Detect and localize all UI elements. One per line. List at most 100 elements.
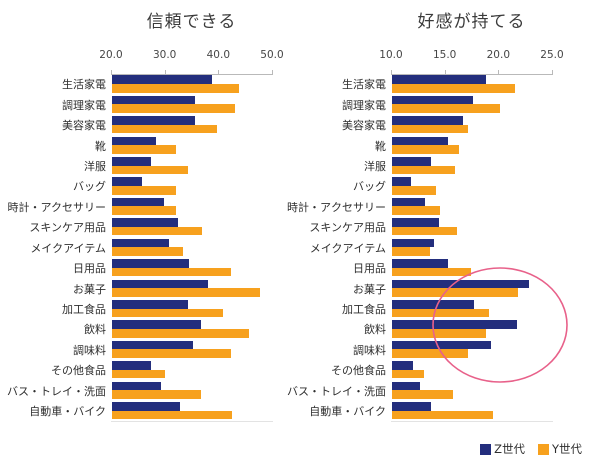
gen-z-color-swatch <box>480 443 492 455</box>
bar-gen-z <box>391 218 439 227</box>
category-label: 加工食品 <box>62 302 106 316</box>
bar-gen-y <box>111 390 201 399</box>
bar-gen-y <box>391 186 436 195</box>
category-label: 生活家電 <box>342 78 386 92</box>
bar-gen-y <box>111 124 217 134</box>
bar-gen-y <box>111 145 177 154</box>
bar-gen-z <box>111 299 188 309</box>
category-label: その他食品 <box>331 364 386 378</box>
bar-gen-z <box>391 381 421 391</box>
bar-gen-y <box>391 288 519 297</box>
bar-gen-y <box>391 145 460 154</box>
bar-gen-y <box>111 165 189 175</box>
bar-gen-y <box>391 247 431 256</box>
bar-gen-y <box>111 308 223 318</box>
category-label: バス・トレイ・洗面 <box>7 384 106 398</box>
category-label: スキンケア用品 <box>309 221 386 235</box>
category-label: バッグ <box>353 180 386 194</box>
legend-item-gen-y: Y世代 <box>537 441 582 457</box>
x-axis-tick <box>218 70 220 74</box>
category-label: 洋服 <box>84 160 106 174</box>
category-label: 美容家電 <box>342 119 386 133</box>
bar-gen-z <box>111 136 156 146</box>
x-axis-tick-label: 10.0 <box>379 49 403 61</box>
x-axis-tick-label: 25.0 <box>540 49 564 61</box>
category-label: 飲料 <box>84 323 106 337</box>
bar-gen-z <box>391 259 449 268</box>
plot-bottom-border <box>391 421 553 422</box>
bar-gen-z <box>391 361 413 370</box>
bar-gen-y <box>391 226 457 236</box>
category-label: 洋服 <box>364 160 386 174</box>
bar-gen-z <box>391 197 425 207</box>
category-label: スキンケア用品 <box>29 221 106 235</box>
category-label: 時計・アクセサリー <box>287 200 386 214</box>
bar-gen-y <box>391 328 486 338</box>
category-label: 日用品 <box>353 262 386 276</box>
category-label: 調味料 <box>73 343 106 357</box>
bar-gen-z <box>111 320 201 329</box>
bar-gen-y <box>111 226 202 236</box>
bar-gen-z <box>111 401 180 411</box>
x-axis-line <box>111 74 273 75</box>
category-label: その他食品 <box>51 364 106 378</box>
x-axis-tick-label: 30.0 <box>152 49 177 61</box>
gen-y-color-swatch <box>537 443 549 455</box>
category-label: メイクアイテム <box>309 241 386 255</box>
x-axis-tick-label: 20.0 <box>486 49 511 61</box>
category-label: 日用品 <box>73 262 106 276</box>
bar-gen-z <box>111 157 151 166</box>
bar-gen-y <box>111 84 240 93</box>
bar-gen-z <box>111 361 152 370</box>
bar-gen-z <box>391 279 529 289</box>
x-axis-tick <box>444 70 446 74</box>
bar-gen-y <box>391 369 424 379</box>
category-label: 調味料 <box>353 343 386 357</box>
bar-gen-z <box>391 136 449 146</box>
chart-title-likeable: 好感が持てる <box>417 12 526 32</box>
category-label: 加工食品 <box>342 302 386 316</box>
category-label: 調理家電 <box>62 98 106 112</box>
bar-gen-y <box>391 84 515 93</box>
bar-gen-y <box>111 410 233 420</box>
x-axis-tick <box>391 70 392 74</box>
bar-gen-z <box>111 177 142 187</box>
bar-gen-z <box>111 197 164 207</box>
bar-gen-z <box>391 157 432 166</box>
bar-gen-z <box>111 238 170 248</box>
bar-gen-z <box>111 95 195 105</box>
x-axis-tick <box>164 70 166 74</box>
bar-gen-y <box>111 288 260 297</box>
bar-gen-z <box>391 340 492 350</box>
plot-bottom-border <box>111 421 273 422</box>
bar-gen-y <box>391 104 500 113</box>
category-label: お菓子 <box>353 282 386 296</box>
category-label: メイクアイテム <box>30 241 106 255</box>
x-axis-tick-label: 15.0 <box>432 49 457 61</box>
category-label: 靴 <box>375 139 386 153</box>
x-axis-tick <box>552 70 553 74</box>
x-axis-tick <box>272 70 273 74</box>
bar-gen-y <box>391 349 468 358</box>
bar-gen-z <box>391 401 432 411</box>
bar-gen-z <box>391 238 435 248</box>
bar-gen-z <box>391 116 464 125</box>
bar-gen-z <box>391 299 475 309</box>
category-label: 飲料 <box>364 323 386 337</box>
bar-gen-y <box>111 206 177 216</box>
legend-label-gen-y: Y世代 <box>551 442 582 456</box>
legend-label-gen-z: Z世代 <box>494 442 525 456</box>
legend-item-gen-z: Z世代 <box>480 441 525 457</box>
bar-gen-z <box>111 340 193 350</box>
bar-gen-y <box>391 165 455 175</box>
bar-gen-z <box>391 95 474 105</box>
bar-gen-z <box>111 116 195 125</box>
x-axis-line <box>391 74 553 75</box>
bar-gen-z <box>391 177 411 187</box>
bar-gen-y <box>111 267 232 277</box>
bar-gen-z <box>111 259 190 268</box>
bar-gen-y <box>111 104 236 113</box>
x-axis-tick <box>498 70 500 74</box>
x-axis-tick-label: 40.0 <box>206 49 231 61</box>
bar-gen-y <box>111 369 165 379</box>
